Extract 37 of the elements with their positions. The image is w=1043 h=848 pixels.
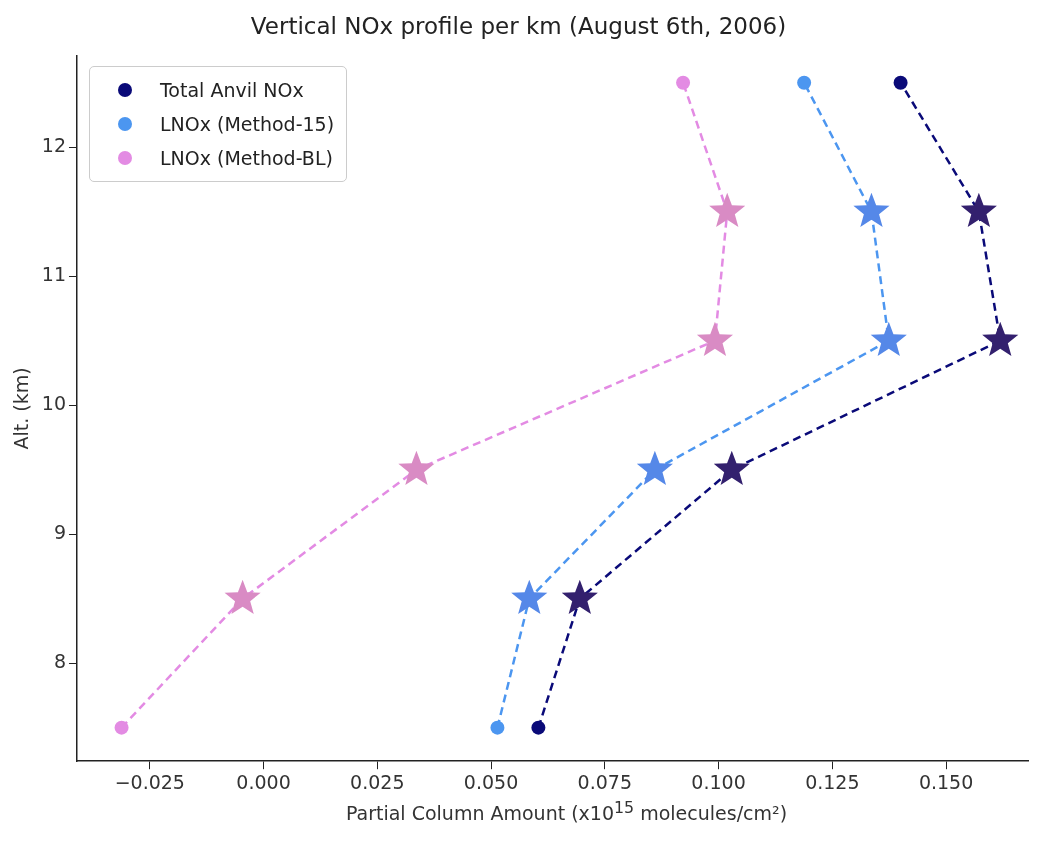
point [696, 321, 734, 357]
point [531, 720, 546, 735]
y-tick-label: 9 [53, 521, 66, 544]
x-tick-label: 0.025 [350, 770, 405, 793]
legend-label: LNOx (Method-BL) [159, 146, 333, 169]
point [224, 579, 261, 615]
x-tick-label: 0.050 [463, 770, 519, 793]
x-axis-title: Partial Column Amount (x10$^{15}$ molecules/cm²) [344, 798, 789, 825]
point [490, 720, 505, 735]
point [870, 321, 907, 357]
y-tick-label: 10 [41, 392, 66, 415]
point [709, 192, 746, 228]
point [797, 75, 812, 90]
point [982, 321, 1019, 357]
legend-label: LNOx (Method-15) [159, 112, 335, 135]
y-axis-title: Alt. (km) [10, 367, 33, 450]
x-tick-label: 0.100 [691, 770, 746, 793]
x-tick-label: 0.000 [236, 770, 291, 793]
point [893, 75, 908, 90]
point [960, 192, 997, 228]
point [676, 75, 691, 90]
x-tick-label: −0.025 [114, 770, 185, 793]
x-tick-label: 0.125 [805, 770, 860, 793]
y-tick-label: 11 [41, 263, 66, 286]
point [114, 720, 129, 735]
point [713, 450, 750, 486]
x-tick-label: 0.075 [577, 770, 633, 793]
y-tick-label: 12 [41, 134, 66, 157]
point [511, 579, 548, 615]
y-tick-label: 8 [53, 650, 66, 673]
x-tick-label: 0.150 [918, 770, 974, 793]
point [636, 450, 673, 486]
point [398, 450, 435, 486]
legend-label: Total Anvil NOx [159, 78, 304, 101]
point [853, 192, 890, 228]
chart-title: Vertical NOx profile per km (August 6th, 2006) [250, 12, 787, 39]
point [561, 579, 598, 615]
